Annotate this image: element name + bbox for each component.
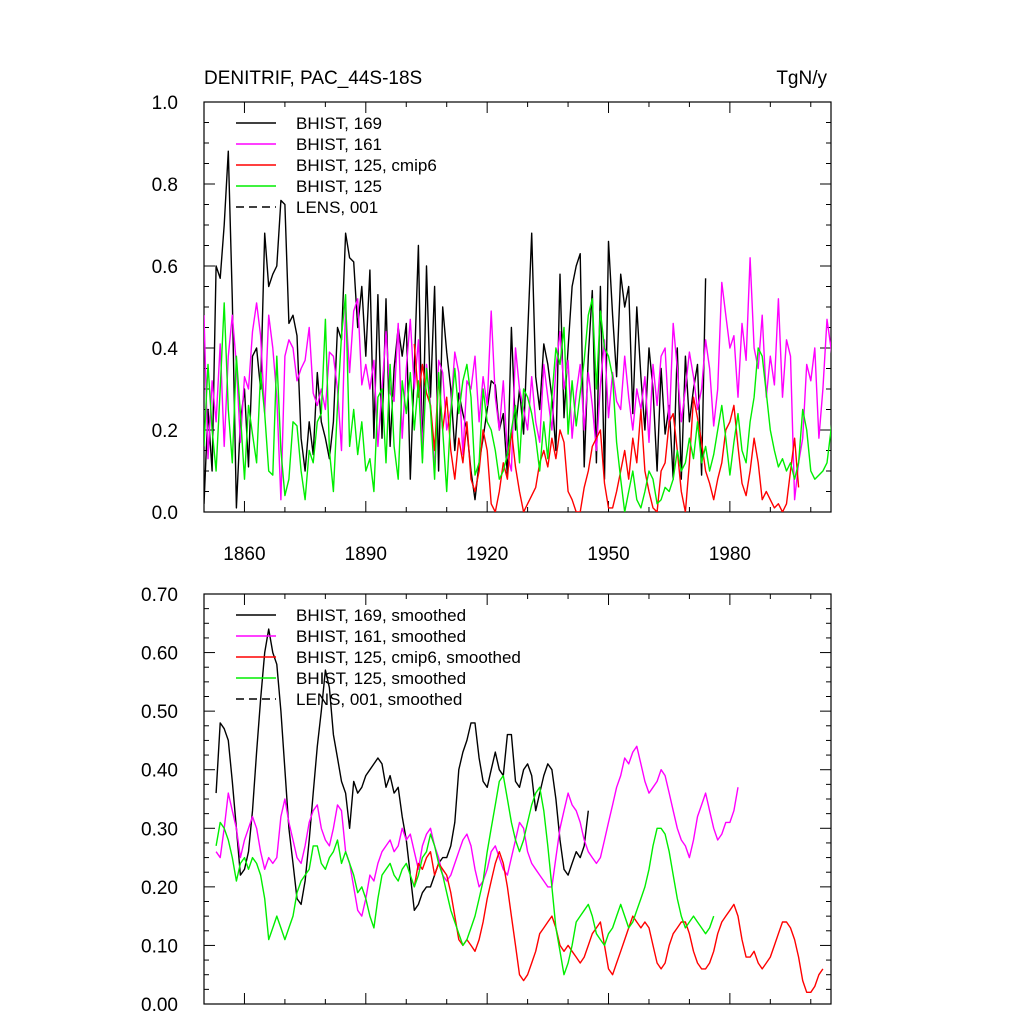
y-tick-label: 0.6 [152,257,178,278]
series-line-2 [215,745,739,917]
y-tick-label: 0.60 [141,644,178,665]
y-tick-label: 0.0 [152,503,178,524]
legend-label-4: BHIST, 125, smoothed [296,669,466,688]
x-tick-label: 1920 [466,544,508,565]
legend-label-1: BHIST, 169, smoothed [296,606,466,625]
panel-top: DENITRIF, PAC_44S-18S TgN/y 0.0 0.2 0.4 0.6 0.… [152,68,832,565]
series-line-4 [204,294,831,512]
series-group [215,628,824,993]
y-tick-label: 0.70 [141,585,178,606]
chart-units: TgN/y [776,68,827,89]
series-line-1 [215,628,589,911]
x-tick-label: 1890 [345,544,387,565]
y-tick-label: 0.50 [141,702,178,723]
y-tick-label: 0.2 [152,421,178,442]
y-tick-label: 0.40 [141,761,178,782]
legend-label-4: BHIST, 125 [296,177,382,196]
y-tick-label: 0.4 [152,339,179,360]
panel-bottom: 0.00 0.10 0.20 0.30 0.40 0.50 0.60 0.70 BHIST, 1… [141,585,832,1016]
legend-label-1: BHIST, 169 [296,114,382,133]
x-tick-label: 1860 [223,544,265,565]
y-tick-label: 1.0 [152,93,178,114]
legend-label-5: LENS, 001 [296,198,378,217]
series-line-3 [413,851,824,993]
y-tick-label: 0.10 [141,936,178,957]
legend-label-3: BHIST, 125, cmip6 [296,156,437,175]
chart-title: DENITRIF, PAC_44S-18S [204,68,422,89]
series-line-1 [204,150,707,509]
series-group [204,150,831,512]
x-tick-label: 1950 [587,544,629,565]
series-line-3 [413,343,800,512]
legend-label-2: BHIST, 161, smoothed [296,627,466,646]
y-tick-label: 0.00 [141,995,178,1016]
y-tick-label: 0.20 [141,878,178,899]
legend-label-5: LENS, 001, smoothed [296,690,462,709]
x-tick-label: 1980 [709,544,751,565]
series-line-4 [215,774,715,976]
legend-label-2: BHIST, 161 [296,135,382,154]
y-tick-label: 0.30 [141,819,178,840]
y-tick-label: 0.8 [152,175,178,196]
legend-label-3: BHIST, 125, cmip6, smoothed [296,648,521,667]
